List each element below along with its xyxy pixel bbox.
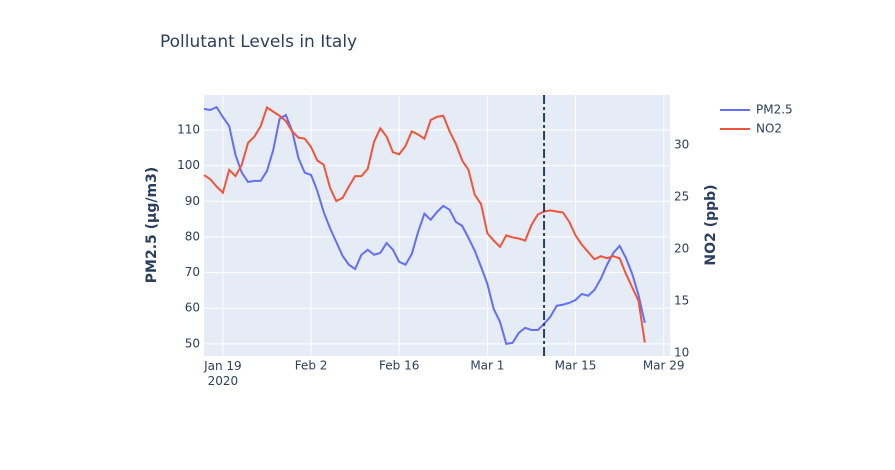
y2-tick-label: 20: [674, 241, 689, 255]
y-tick-label: 60: [185, 301, 200, 315]
y-tick-label: 90: [185, 194, 200, 208]
y-axis-title: PM2.5 (μg/m3): [144, 167, 160, 283]
x-tick-label: Jan 19 2020: [203, 359, 242, 388]
x-tick-label: Mar 15: [555, 359, 597, 373]
chart-title: Pollutant Levels in Italy: [160, 32, 357, 52]
y-tick-label: 70: [185, 265, 200, 279]
plot-area: [204, 95, 670, 356]
y2-tick-label: 10: [674, 345, 689, 359]
y2-tick-label: 25: [674, 189, 689, 203]
line: [203, 105, 646, 346]
y-tick-label: 110: [177, 122, 200, 136]
x-tick-label: Feb 16: [379, 359, 419, 373]
y-tick-label: 80: [185, 229, 200, 243]
x-tick-label: Feb 2: [295, 359, 328, 373]
legend-label: PM2.5: [756, 103, 793, 117]
y2-tick-label: 30: [674, 137, 689, 151]
y-tick-label: 100: [177, 158, 200, 172]
line: [203, 105, 646, 343]
x-tick-label: Mar 1: [470, 359, 504, 373]
y-tick-label: 50: [185, 336, 200, 350]
y2-axis-title: NO2 (ppb): [703, 184, 719, 265]
y2-tick-label: 15: [674, 293, 689, 307]
x-tick-label: Mar 29: [643, 359, 685, 373]
legend-label: NO2: [756, 122, 782, 136]
